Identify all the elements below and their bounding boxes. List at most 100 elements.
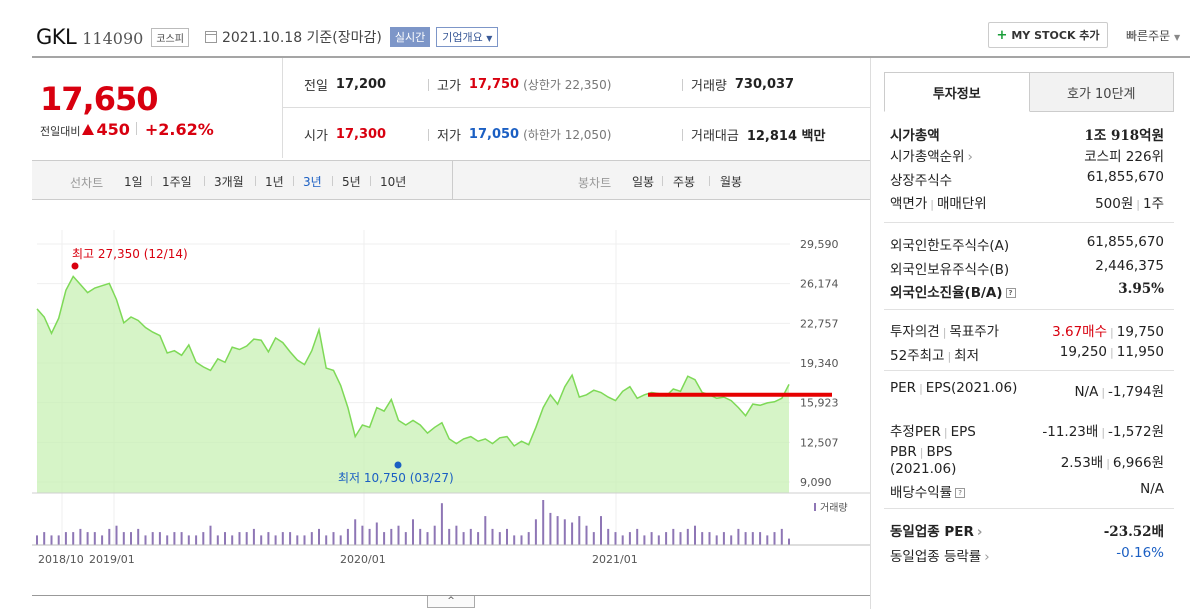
info-value-text: N/A bbox=[1140, 481, 1164, 497]
volume-bar bbox=[701, 532, 704, 545]
info-key-text: 투자의견 bbox=[890, 324, 940, 340]
price-chart[interactable]: 29,590 26,174 22,757 19,340 15,923 12,507 9,09… bbox=[32, 200, 870, 595]
volume-bar bbox=[780, 528, 783, 545]
volume-bar bbox=[628, 532, 631, 545]
company-overview-label: 기업개요 bbox=[442, 31, 483, 44]
info-value: N/A | -1,794원 bbox=[1074, 380, 1164, 400]
collapse-chevron-icon[interactable]: ^ bbox=[427, 596, 475, 608]
add-my-stock-button[interactable]: + MY STOCK 추가 bbox=[988, 22, 1108, 48]
summary-row: 시가 17,300 저가 17,050 (하한가 12,050) 거래대금 12… bbox=[282, 108, 870, 158]
separator: | bbox=[1106, 457, 1110, 470]
volume-bar bbox=[158, 532, 161, 545]
period-1d[interactable]: 1일 bbox=[124, 175, 143, 189]
x-tick-label: 2021/01 bbox=[592, 553, 638, 566]
info-row: 동일업종 PER › -23.52배 bbox=[890, 520, 1164, 540]
info-row: 시가총액순위 › 코스피 226위 bbox=[890, 145, 1164, 165]
period-1y[interactable]: 1년 bbox=[265, 175, 284, 189]
y-tick-label: 15,923 bbox=[800, 397, 839, 410]
volume-bar bbox=[679, 532, 682, 545]
info-key: 동일업종 등락률 › bbox=[890, 545, 990, 565]
volume-bar bbox=[440, 503, 443, 545]
volume-bar bbox=[448, 528, 451, 545]
volume-bar bbox=[730, 535, 733, 545]
candle-daily[interactable]: 일봉 bbox=[632, 175, 655, 189]
volume-bar bbox=[542, 500, 545, 545]
info-value-text: -11.23배 bbox=[1042, 424, 1099, 440]
stock-name: GKL bbox=[36, 25, 77, 49]
x-tick-label: 2018/10 bbox=[38, 553, 84, 566]
separator: | bbox=[1136, 198, 1140, 211]
volume-bar bbox=[419, 528, 422, 545]
info-value-text: -1,794원 bbox=[1108, 384, 1164, 400]
info-key-text: 시가총액 bbox=[890, 128, 940, 144]
info-value: N/A bbox=[1140, 481, 1164, 501]
info-value-text: 19,750 bbox=[1116, 324, 1164, 340]
section-divider bbox=[884, 370, 1174, 371]
separator bbox=[682, 78, 683, 91]
info-key-text: 추정PER bbox=[890, 424, 941, 440]
info-value-text: 11,950 bbox=[1116, 344, 1164, 360]
candle-chart-label: 봉차트 bbox=[578, 176, 612, 190]
separator: | bbox=[942, 326, 947, 339]
prev-close-label: 전일 bbox=[304, 79, 328, 94]
info-key: 동일업종 PER › bbox=[890, 520, 982, 540]
info-value: 61,855,670 bbox=[1087, 234, 1164, 254]
candle-weekly[interactable]: 주봉 bbox=[673, 175, 696, 189]
volume-value: 730,037 bbox=[734, 77, 795, 92]
y-tick-label: 22,757 bbox=[800, 317, 839, 330]
volume-bar bbox=[773, 532, 776, 545]
volume-bar bbox=[556, 516, 559, 545]
separator bbox=[682, 128, 683, 141]
volume-bar bbox=[180, 532, 183, 545]
volume-bar bbox=[686, 528, 689, 545]
tab-order-book[interactable]: 호가 10단계 bbox=[1029, 72, 1174, 112]
realtime-button[interactable]: 실시간 bbox=[389, 27, 431, 47]
divider bbox=[282, 58, 283, 158]
volume-bar bbox=[79, 528, 82, 545]
info-row: 동일업종 등락률 › -0.16% bbox=[890, 545, 1164, 565]
company-overview-dropdown[interactable]: 기업개요 ▼ bbox=[436, 27, 499, 47]
help-icon[interactable]: ? bbox=[955, 488, 966, 498]
period-3y[interactable]: 3년 bbox=[303, 175, 322, 189]
volume-bar bbox=[108, 528, 111, 545]
volume-bar bbox=[571, 522, 574, 545]
volume-bar bbox=[216, 535, 219, 545]
volume-bar bbox=[50, 535, 53, 545]
volume-bar bbox=[166, 535, 169, 545]
price-area bbox=[37, 276, 789, 493]
info-key-text: 외국인한도주식수(A) bbox=[890, 238, 1010, 254]
info-value-text: -0.16% bbox=[1116, 545, 1164, 561]
separator: | bbox=[1101, 426, 1106, 439]
quick-order-link[interactable]: 빠른주문 ▼ bbox=[1126, 27, 1180, 44]
info-key: 액면가 | 매매단위 bbox=[890, 192, 987, 212]
volume-bar bbox=[72, 532, 75, 545]
candle-monthly[interactable]: 월봉 bbox=[720, 175, 743, 189]
y-tick-label: 12,507 bbox=[800, 436, 839, 449]
info-key: PBR | BPS (2021.06) bbox=[890, 444, 956, 478]
period-5y[interactable]: 5년 bbox=[342, 175, 361, 189]
volume-bar bbox=[694, 525, 696, 545]
volume-bar bbox=[527, 532, 530, 545]
period-3m[interactable]: 3개월 bbox=[214, 175, 244, 189]
period-1w[interactable]: 1주일 bbox=[162, 175, 192, 189]
min-marker bbox=[394, 461, 402, 469]
info-value: 3.67매수 | 19,750 bbox=[1052, 320, 1164, 340]
change-label: 전일대비 bbox=[40, 125, 81, 138]
info-key-text: 액면가 bbox=[890, 196, 928, 212]
volume-bar bbox=[759, 532, 762, 545]
volume-bar bbox=[325, 535, 328, 545]
info-value-text: 코스피 226위 bbox=[1084, 149, 1164, 165]
separator: | bbox=[919, 382, 923, 395]
help-icon[interactable]: ? bbox=[1005, 288, 1016, 298]
volume-bar bbox=[650, 532, 653, 545]
chevron-down-icon: ▼ bbox=[486, 34, 493, 43]
min-label: 최저 10,750 (03/27) bbox=[338, 471, 454, 485]
base-date: 2021.10.18 기준(장마감) bbox=[221, 30, 382, 46]
separator bbox=[135, 122, 137, 135]
info-value-text: 500원 bbox=[1095, 196, 1134, 212]
tab-investment-info[interactable]: 투자정보 bbox=[884, 72, 1030, 112]
period-10y[interactable]: 10년 bbox=[380, 175, 407, 189]
high-price: 고가 17,750 (상한가 22,350) bbox=[428, 75, 611, 94]
volume-bar bbox=[267, 532, 270, 545]
info-value: 2.53배 | 6,966원 bbox=[1061, 451, 1164, 471]
